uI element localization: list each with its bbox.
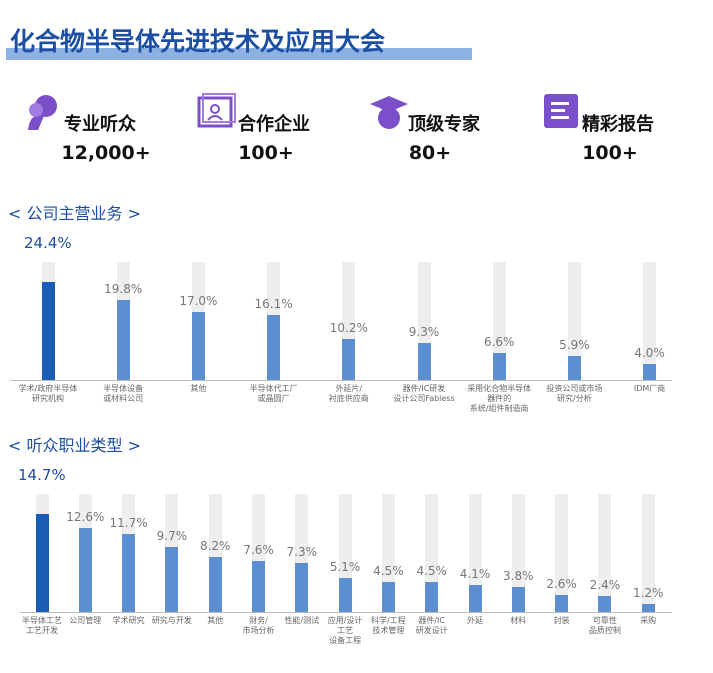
bar-track: [643, 262, 657, 380]
category-label: 性能/测试: [284, 616, 320, 625]
category-label: 学术/政府半导体 研究机构: [18, 384, 78, 403]
bar-track: [468, 494, 482, 612]
value-label: 10.2%: [329, 321, 368, 336]
value-label: 8.2%: [199, 539, 231, 554]
value-label: 1.2%: [632, 586, 664, 600]
icon-expert: [370, 96, 408, 129]
value-label: 19.8%: [104, 282, 143, 297]
bar-track: [555, 494, 569, 612]
value-label: 4.1%: [459, 566, 491, 581]
value-label: 12.6%: [66, 510, 105, 524]
category-label: IDM厂商: [633, 384, 666, 393]
bar: [35, 514, 49, 612]
category-label: 投资公司或市场 研究/分析: [546, 384, 603, 403]
stat-value: 100+: [238, 142, 294, 164]
icon-report: [544, 94, 578, 128]
bar: [425, 582, 439, 612]
category-label: 应用/设计 工艺 设备工程: [327, 616, 363, 645]
category-label: 学术研究: [112, 616, 145, 625]
bar: [511, 586, 525, 612]
value-label: 16.1%: [254, 297, 293, 312]
bar-track: [492, 262, 506, 380]
category-label: 半导体工艺 工艺开发: [22, 616, 62, 635]
value-label: 17.0%: [179, 293, 218, 308]
bar: [122, 534, 136, 612]
value-label: 11.7%: [109, 516, 148, 530]
bar: [468, 584, 482, 612]
value-label: 7.3%: [286, 545, 318, 560]
value-label: 14.7%: [18, 466, 66, 484]
bar: [208, 557, 222, 612]
stat-label: 专业听众: [64, 114, 136, 135]
category-label: 半导体代工厂 或晶圆厂: [249, 384, 298, 403]
bar: [641, 604, 655, 612]
bar-track: [567, 262, 581, 380]
value-label: 2.6%: [546, 576, 577, 591]
value-label: 5.1%: [329, 560, 361, 574]
icon-partner: [197, 93, 236, 128]
category-label: 其他: [190, 384, 207, 393]
bar: [41, 282, 55, 380]
title: 化合物半导体先进技术及应用大会: [10, 27, 386, 56]
baseline: [10, 380, 672, 381]
category-label: 财务/ 市场分析: [242, 616, 275, 635]
bar: [267, 315, 281, 380]
bar: [598, 596, 612, 612]
bar: [78, 528, 92, 612]
stat-value: 80+: [408, 142, 452, 164]
value-label: 24.4%: [24, 234, 72, 252]
bar: [165, 547, 179, 612]
value-label: 3.8%: [503, 568, 534, 583]
category-label: 器件/IC研发 设计公司Fabless: [393, 384, 455, 403]
value-label: 4.5%: [373, 564, 404, 578]
chart-title: < 听众职业类型 >: [8, 436, 141, 455]
stat-label: 合作企业: [238, 114, 310, 135]
value-label: 2.4%: [589, 578, 621, 592]
chart-title: < 公司主营业务 >: [8, 204, 141, 223]
bar: [555, 594, 569, 612]
category-label: 可靠性 品质控制: [588, 616, 621, 635]
value-label: 9.7%: [156, 529, 188, 544]
category-label: 公司管理: [69, 616, 102, 625]
value-label: 4.0%: [634, 345, 665, 360]
value-label: 4.5%: [416, 564, 447, 578]
category-label: 外延片/ 衬底供应商: [328, 384, 369, 403]
category-label: 科学/工程 技术管理: [371, 616, 406, 635]
bar: [567, 356, 581, 380]
bar: [492, 353, 506, 380]
bar: [417, 342, 431, 380]
value-label: 7.6%: [243, 543, 274, 558]
bar-track: [641, 494, 655, 612]
bar: [191, 311, 205, 380]
category-label: 器件/IC 研发设计: [415, 616, 448, 635]
title-underline: [6, 48, 472, 60]
value-label: 9.3%: [408, 324, 440, 339]
value-label: 6.6%: [483, 335, 515, 350]
stat-label: 顶级专家: [408, 114, 480, 135]
stat-value: 12,000+: [61, 142, 151, 164]
bar: [342, 339, 356, 380]
category-label: 采购: [640, 616, 657, 625]
value-label: 5.9%: [559, 338, 590, 353]
bar: [381, 582, 395, 612]
category-label: 材料: [510, 616, 527, 625]
bar: [338, 578, 352, 612]
bar-track: [511, 494, 525, 612]
bar-track: [598, 494, 612, 612]
category-label: 其他: [207, 616, 224, 625]
category-label: 研究与开发: [151, 616, 192, 625]
baseline: [20, 612, 672, 613]
stat-label: 精彩报告: [582, 114, 654, 135]
category-label: 采用化合物半导体 器件的 系统/组件制造商: [467, 384, 532, 413]
stat-value: 100+: [582, 142, 638, 164]
category-label: 半导体设备 或材料公司: [103, 384, 144, 403]
bar: [643, 363, 657, 380]
category-label: 封装: [553, 616, 570, 625]
bar: [295, 563, 309, 612]
icon-audience: [28, 95, 57, 130]
category-label: 外延: [467, 616, 483, 625]
bar: [116, 300, 130, 380]
bar: [252, 561, 265, 612]
